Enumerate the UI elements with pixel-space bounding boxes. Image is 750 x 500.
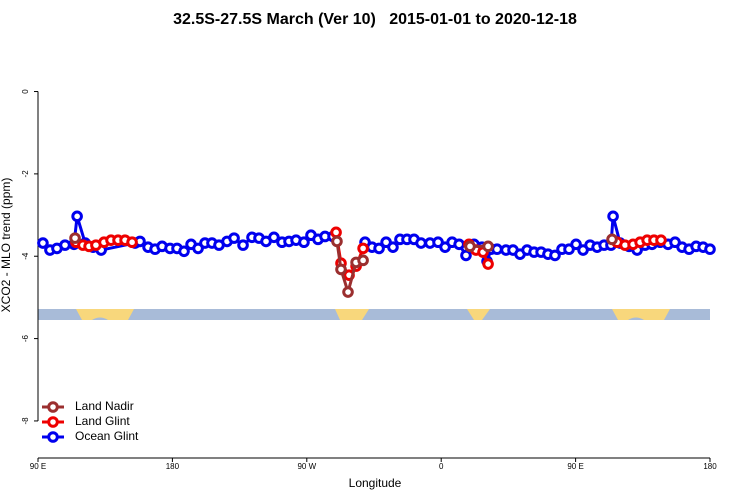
data-point: [298, 236, 310, 249]
data-point: [655, 234, 667, 246]
x-tick-label: 90 E: [30, 462, 46, 471]
data-point: [178, 245, 190, 258]
data-point: [268, 231, 280, 244]
data-point: [330, 226, 342, 239]
data-point: [607, 210, 619, 223]
data-point: [71, 210, 83, 223]
data-point: [228, 232, 240, 244]
data-point: [331, 235, 343, 248]
data-point: [415, 237, 427, 249]
data-point: [357, 242, 369, 255]
data-point: [606, 233, 618, 246]
axes: 90 E 180 90 W 0 90 E 180 0 -2 -4 -6 -8: [21, 89, 717, 471]
y-tick-label: -6: [21, 334, 30, 342]
surface-band: [38, 309, 710, 320]
data-point: [453, 238, 465, 251]
data-point: [59, 239, 71, 251]
y-tick-label: -2: [21, 170, 30, 178]
data-point: [387, 241, 399, 253]
x-tick-label: 90 W: [297, 462, 316, 471]
x-tick-label: 90 E: [567, 462, 583, 471]
ocean-band: [38, 309, 710, 320]
x-tick-label: 180: [703, 462, 717, 471]
data-point: [464, 240, 476, 253]
legend-marker: [47, 416, 59, 428]
y-tick-label: -8: [21, 417, 30, 425]
legend-marker: [47, 431, 59, 443]
legend-label: Ocean Glint: [75, 429, 139, 443]
plot-area: [37, 210, 716, 298]
y-tick-label: -4: [21, 252, 30, 260]
data-point: [482, 258, 494, 270]
data-point: [357, 254, 369, 267]
land-band: [467, 309, 490, 320]
legend-label: Land Nadir: [75, 399, 134, 413]
x-tick-label: 180: [166, 462, 180, 471]
data-point: [237, 239, 249, 251]
data-point: [460, 249, 472, 262]
land-band: [612, 309, 670, 320]
data-point: [704, 243, 716, 256]
data-point: [335, 263, 347, 276]
data-point: [373, 242, 385, 255]
data-point: [570, 238, 582, 251]
data-point: [342, 286, 354, 298]
x-tick-label: 0: [439, 462, 444, 471]
land-band: [76, 309, 134, 320]
legend-label: Land Glint: [75, 414, 130, 428]
data-point: [69, 232, 81, 244]
data-point: [549, 249, 561, 262]
land-band: [335, 309, 369, 320]
data-point: [37, 237, 49, 249]
x-axis-label: Longitude: [349, 476, 402, 490]
y-axis-label: XCO2 - MLO trend (ppm): [0, 178, 13, 313]
data-point: [482, 240, 494, 253]
data-point: [126, 236, 138, 249]
y-tick-label: 0: [21, 89, 30, 94]
data-point: [491, 243, 503, 256]
chart-title: 32.5S-27.5S March (Ver 10) 2015-01-01 to…: [173, 11, 577, 28]
legend-marker: [47, 401, 59, 413]
